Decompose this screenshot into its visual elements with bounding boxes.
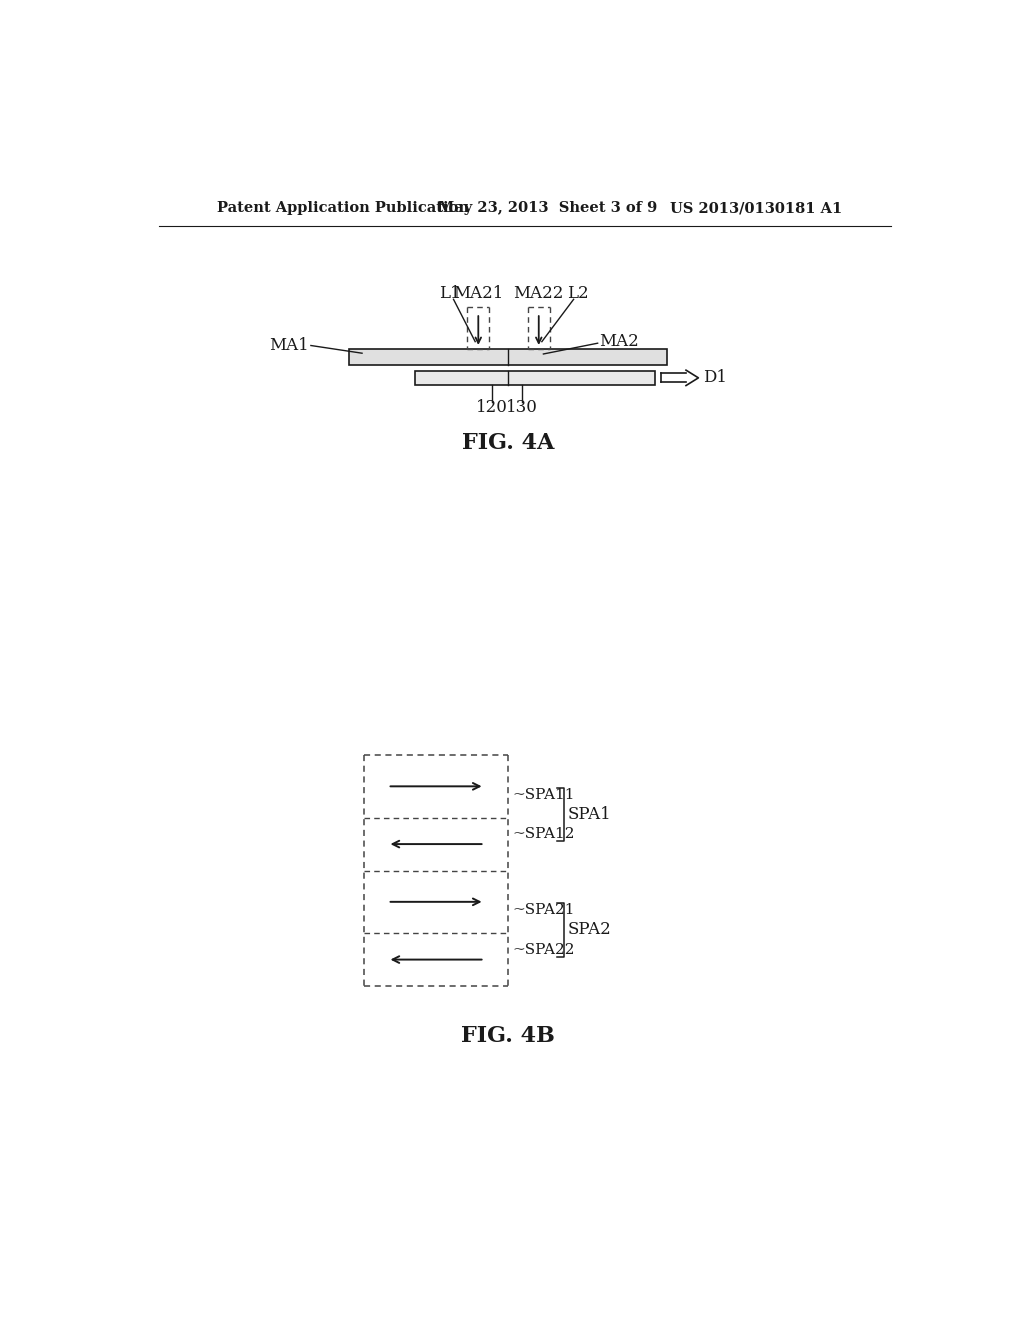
Text: ~SPA22: ~SPA22 [512, 942, 574, 957]
Text: ~SPA11: ~SPA11 [512, 788, 574, 801]
Text: May 23, 2013  Sheet 3 of 9: May 23, 2013 Sheet 3 of 9 [438, 202, 657, 215]
Text: MA2: MA2 [599, 333, 639, 350]
Text: SPA2: SPA2 [567, 921, 611, 939]
Text: ~SPA21: ~SPA21 [512, 903, 574, 917]
Text: Patent Application Publication: Patent Application Publication [217, 202, 469, 215]
FancyBboxPatch shape [349, 350, 667, 364]
Text: L2: L2 [566, 285, 589, 302]
Text: L1: L1 [439, 285, 461, 302]
Text: ~SPA12: ~SPA12 [512, 828, 574, 841]
Text: D1: D1 [703, 370, 727, 387]
Text: MA22: MA22 [514, 285, 564, 302]
Text: 130: 130 [506, 400, 538, 416]
Text: MA21: MA21 [453, 285, 504, 302]
Text: FIG. 4A: FIG. 4A [462, 433, 554, 454]
Text: 120: 120 [476, 400, 508, 416]
Text: US 2013/0130181 A1: US 2013/0130181 A1 [671, 202, 843, 215]
FancyBboxPatch shape [415, 371, 655, 385]
Text: SPA1: SPA1 [567, 807, 611, 822]
Text: MA1: MA1 [269, 337, 308, 354]
Text: FIG. 4B: FIG. 4B [461, 1026, 555, 1047]
